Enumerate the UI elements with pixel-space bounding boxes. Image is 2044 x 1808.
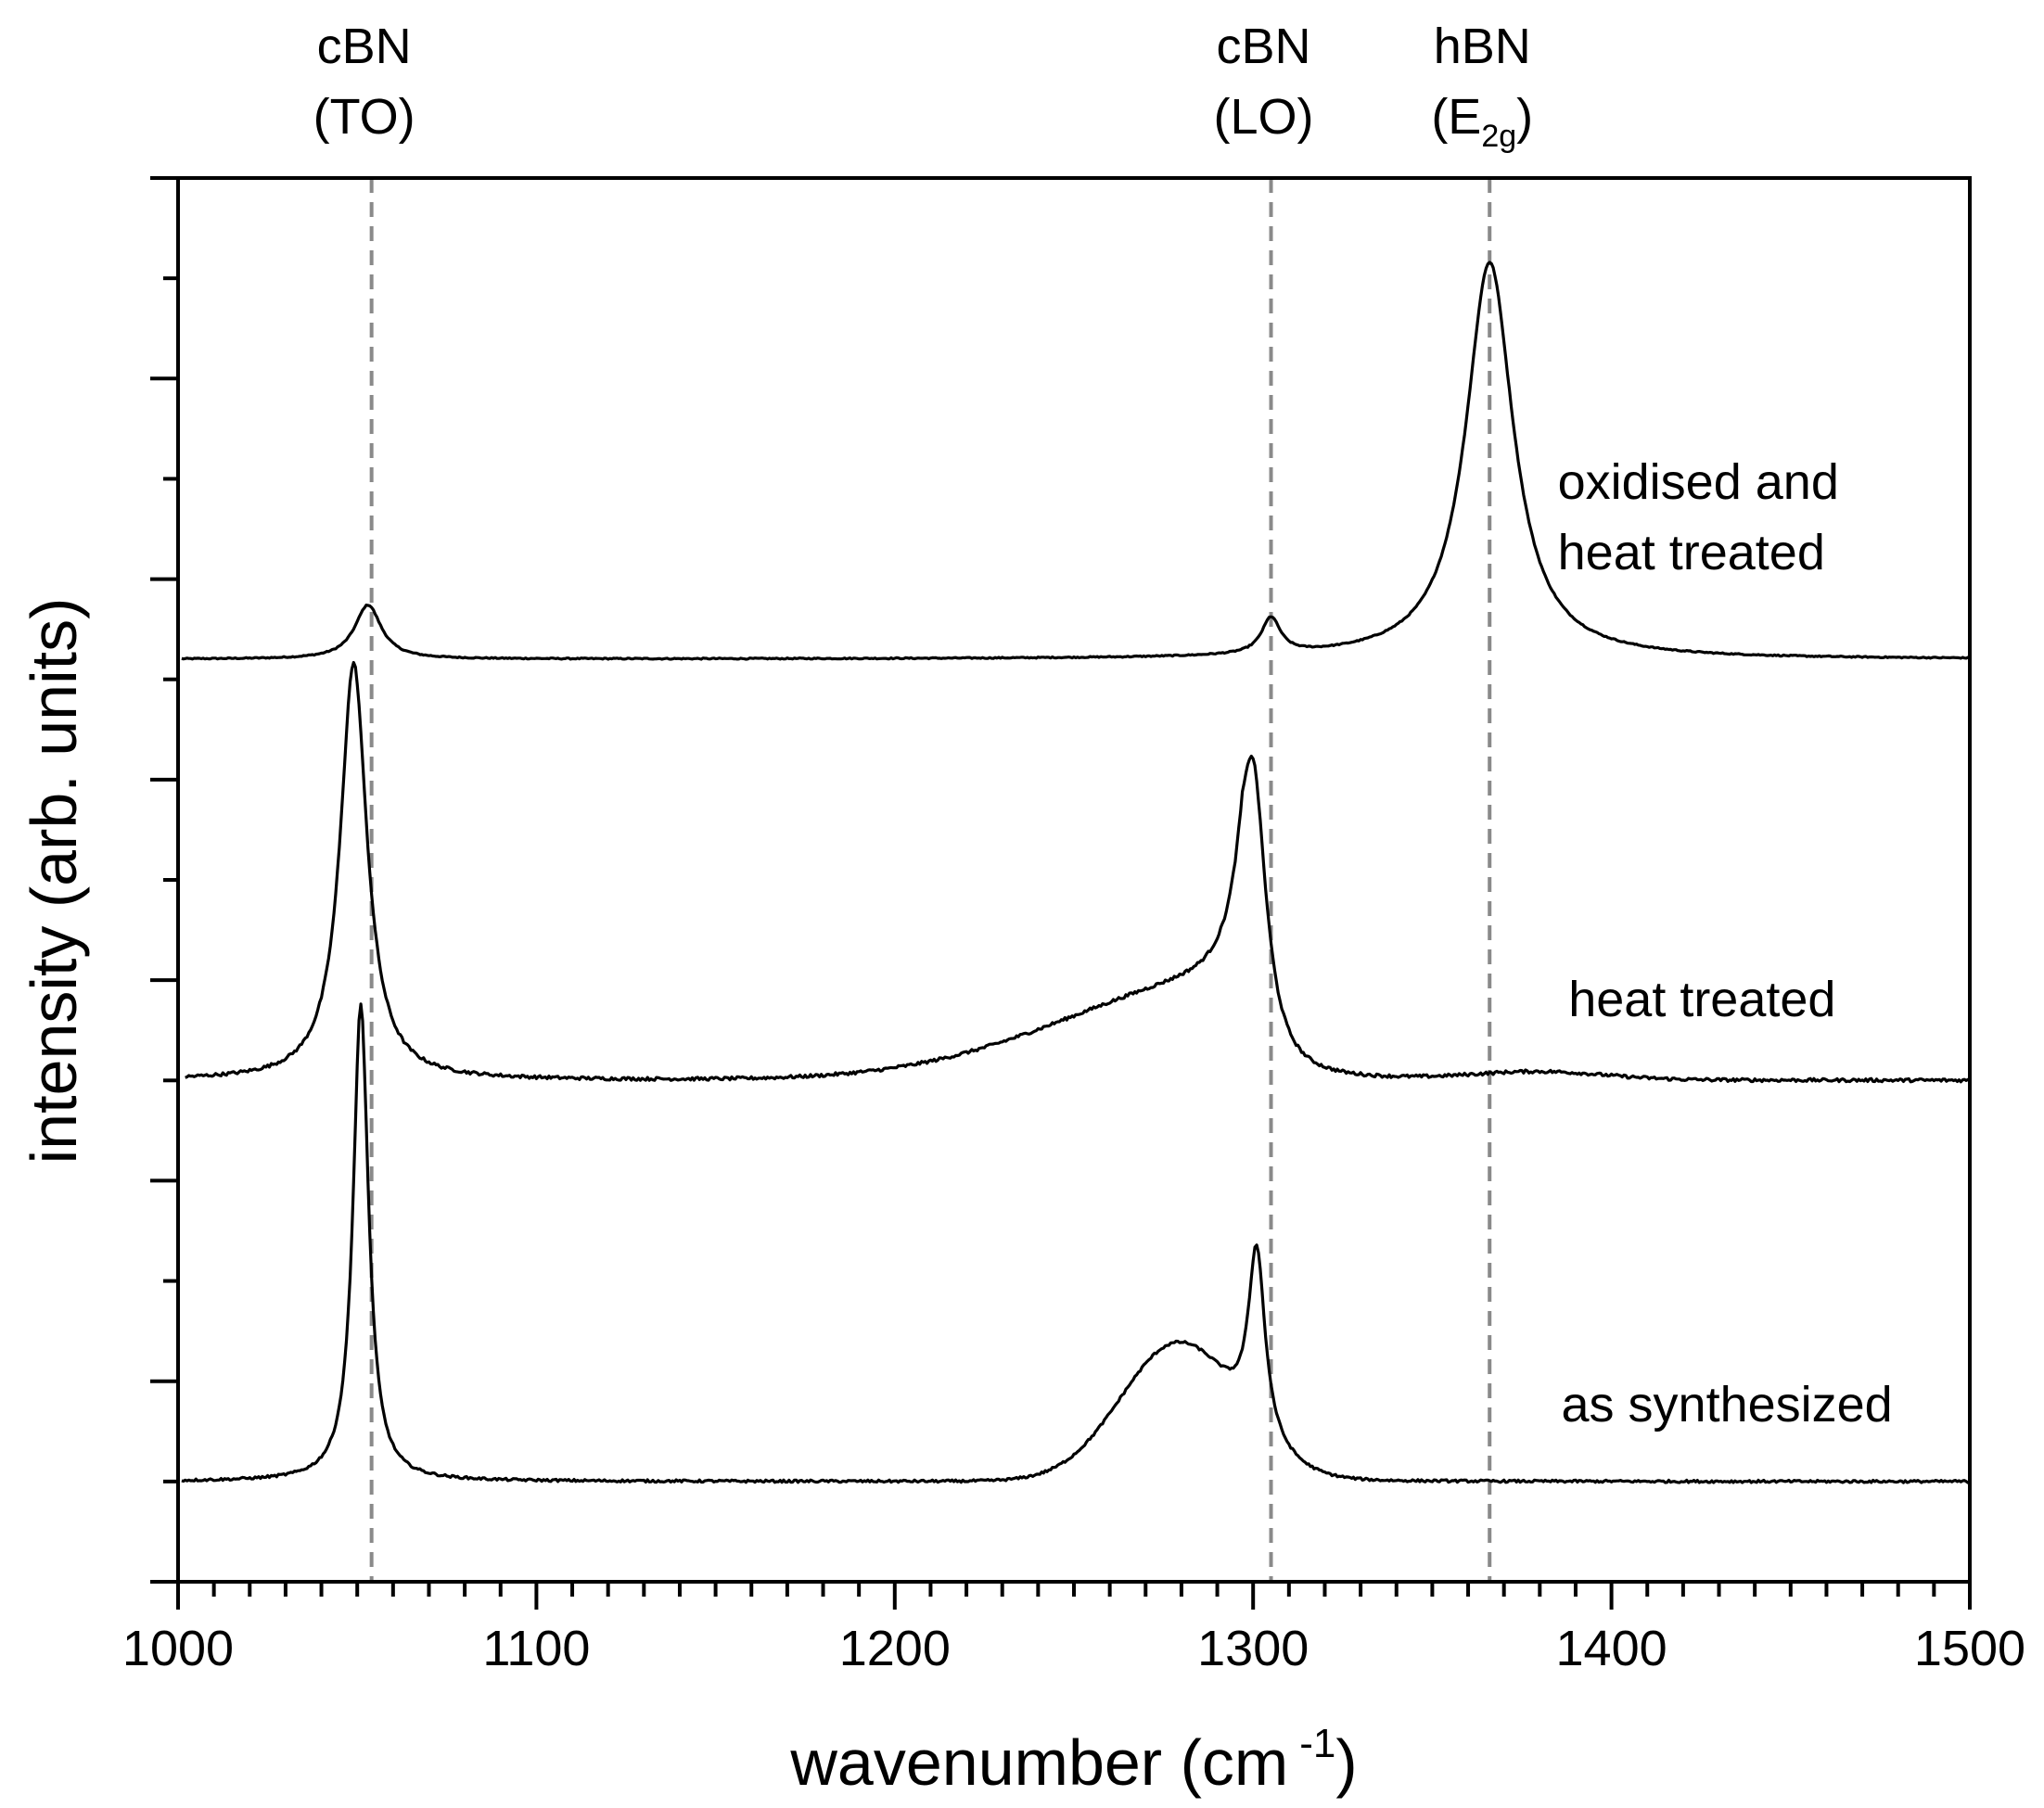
y-axis-title: intensity (arb. units) [18, 598, 90, 1165]
series-label: heat treated [1568, 972, 1835, 1027]
series-labels: oxidised and heat treated heat treated as s… [1558, 454, 1893, 1432]
x-axis-tick-labels: 1000 1100 1200 1300 1400 1500 [122, 1621, 2025, 1676]
y-axis-ticks [150, 176, 178, 1584]
x-axis-title-main: wavenumber (cm [789, 1726, 1288, 1799]
reference-lines [369, 178, 1492, 1582]
axes: 1000 1100 1200 1300 1400 1500 wavenumber (cm -… [18, 176, 2025, 1799]
peak-labels: cBN (TO) cBN (LO) hBN (E2g) [313, 19, 1533, 154]
x-axis-title-superscript: -1 [1299, 1721, 1335, 1766]
peak-label-mode: (TO) [313, 89, 415, 145]
x-axis-ticks [176, 1582, 1972, 1610]
peak-label-name: cBN [317, 19, 412, 74]
peak-label-mode: (LO) [1214, 89, 1314, 145]
series-label: oxidised and [1558, 454, 1839, 510]
series-line-0 [181, 261, 1971, 661]
series-line-1 [185, 660, 1971, 1084]
x-tick-label: 1500 [1914, 1621, 2025, 1676]
peak-label-name: hBN [1434, 19, 1531, 74]
peak-label-name: cBN [1217, 19, 1311, 74]
series-line-2 [181, 1002, 1971, 1484]
x-tick-label: 1000 [122, 1621, 234, 1676]
series-label: heat treated [1558, 525, 1825, 580]
x-tick-label: 1200 [839, 1621, 951, 1676]
x-tick-label: 1400 [1556, 1621, 1667, 1676]
plot-frame [176, 176, 1972, 1584]
x-axis-title-close: ) [1335, 1726, 1357, 1799]
x-tick-label: 1300 [1197, 1621, 1309, 1676]
x-tick-label: 1100 [482, 1621, 590, 1676]
series-lines [181, 261, 1971, 1484]
series-label: as synthesized [1562, 1377, 1893, 1432]
x-axis-title: wavenumber (cm -1) [789, 1721, 1357, 1799]
peak-label-mode: (E2g) [1431, 89, 1533, 154]
